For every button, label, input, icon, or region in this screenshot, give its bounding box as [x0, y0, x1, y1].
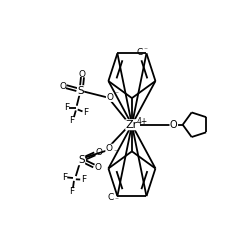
Text: F: F [62, 173, 67, 182]
Text: O: O [95, 148, 102, 157]
Text: S: S [77, 85, 84, 96]
Text: 4+: 4+ [137, 117, 148, 126]
Text: S: S [78, 155, 85, 165]
Text: O: O [106, 144, 112, 153]
Text: ⁻: ⁻ [114, 89, 118, 98]
Text: O: O [170, 120, 177, 130]
Text: O: O [59, 82, 66, 91]
Text: F: F [81, 175, 86, 185]
Text: F: F [83, 108, 88, 117]
Text: Zr: Zr [126, 120, 138, 130]
Text: C: C [107, 193, 114, 202]
Text: F: F [64, 103, 69, 112]
Text: O: O [94, 163, 101, 172]
Text: F: F [70, 187, 74, 196]
Text: ⁻: ⁻ [144, 45, 148, 54]
Text: ⁻: ⁻ [114, 195, 118, 205]
Text: ⁻: ⁻ [114, 147, 118, 156]
Text: O: O [106, 93, 113, 102]
Text: O: O [79, 70, 86, 79]
Text: F: F [70, 116, 74, 125]
Text: C: C [136, 48, 143, 57]
